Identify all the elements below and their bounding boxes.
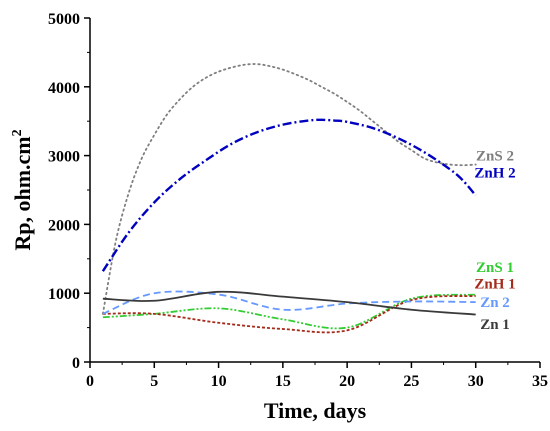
y-tick-label: 2000 [48, 217, 80, 234]
x-tick-label: 25 [403, 373, 419, 390]
series-layer [101, 63, 477, 334]
series-label-zns-1: ZnS 1 [476, 260, 514, 276]
x-tick-label: 35 [532, 373, 548, 390]
y-tick-label: 4000 [48, 80, 80, 97]
series-line-zns-2 [101, 63, 477, 315]
x-tick-label: 5 [150, 373, 158, 390]
series-line-znh-1 [102, 295, 476, 334]
series-line-zn-2 [102, 290, 476, 315]
y-axis-title-text: Rp, ohm.cm [10, 136, 35, 250]
series-label-zn-2: Zn 2 [480, 295, 510, 311]
y-tick-label: 5000 [48, 11, 80, 28]
ticks-layer: 0 5 10 15 20 25 30 35 0 1000 2000 3000 4000 5000 [48, 11, 548, 390]
y-tick-label: 0 [72, 355, 80, 372]
y-axis-title: Rp, ohm.cm2 [10, 129, 35, 250]
x-tick-label: 10 [211, 373, 227, 390]
series-line-znh-2 [101, 118, 477, 272]
x-axis-title: Time, days [264, 398, 367, 423]
x-tick-label: 20 [339, 373, 355, 390]
x-tick-label: 0 [86, 373, 94, 390]
x-tick-label: 15 [275, 373, 291, 390]
series-label-zns-2: ZnS 2 [476, 148, 514, 164]
y-tick-label: 3000 [48, 149, 80, 166]
y-axis-title-superscript: 2 [10, 129, 25, 136]
series-label-zn-1: Zn 1 [480, 317, 510, 333]
x-tick-label: 30 [468, 373, 484, 390]
series-line-zn-1 [102, 290, 476, 316]
series-label-znh-2: ZnH 2 [474, 166, 515, 182]
y-tick-label: 1000 [48, 286, 80, 303]
series-label-znh-1: ZnH 1 [474, 276, 515, 292]
x-axis-title-text: Time, days [264, 398, 367, 423]
